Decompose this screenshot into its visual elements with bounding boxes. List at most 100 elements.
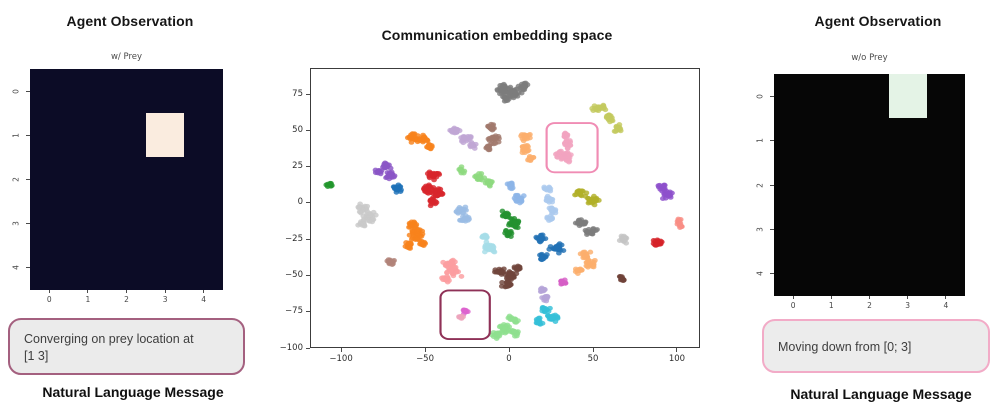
scatter-point-gray-top [518, 81, 525, 87]
scatter-point-pink-boxed [562, 154, 569, 160]
scatter-x-tick-label: 100 [668, 354, 686, 364]
scatter-point-red-big [426, 175, 433, 181]
scatter-point-magenta-boxed [463, 309, 470, 315]
scatter-point-lightgray-left [364, 203, 371, 209]
scatter-point-orange-bottom-left [403, 240, 409, 246]
left-heatmap-y-tick-label: 3 [11, 221, 21, 227]
left-heatmap-x-tick-mark [87, 290, 89, 293]
scatter-point-purple-right [666, 193, 673, 199]
scatter-point-salmon-big [451, 265, 458, 271]
scatter-point-blue-bottom [553, 245, 559, 251]
scatter-point-sandy-orange [524, 136, 531, 142]
scatter-y-tick-mark [306, 129, 310, 131]
left-heatmap-y-tick-mark [26, 179, 30, 180]
scatter-y-tick-mark [306, 238, 310, 240]
right-heatmap-x-tick-mark [792, 296, 794, 299]
scatter-y-tick-mark [306, 202, 310, 204]
scatter-point-olive [591, 193, 597, 199]
right-heatmap-x-tick-label: 3 [905, 301, 911, 310]
scatter-point-gray-top [507, 89, 513, 95]
scatter-x-tick-label: −100 [329, 354, 353, 364]
scatter-point-light-green-mid [479, 177, 486, 183]
scatter-point-red-big [423, 183, 429, 189]
scatter-point-lightgray-left [357, 221, 364, 226]
right-heatmap-y-tick-mark [770, 273, 774, 275]
right-message-box: Moving down from [0; 3] [762, 319, 990, 373]
scatter-point-salmon-big [453, 269, 460, 275]
scatter-point-lightgray-left [368, 212, 374, 218]
scatter-point-light-green-mid [487, 183, 493, 189]
scatter-point-turquoise [535, 317, 542, 323]
scatter-point-turquoise [549, 316, 556, 321]
scatter-y-tick-mark [306, 347, 310, 349]
scatter-point-salmon-big [448, 261, 454, 267]
scatter-point-green-center [511, 219, 518, 225]
scatter-point-light-green-bottom [511, 328, 518, 334]
scatter-y-tick-label: −25 [285, 233, 303, 244]
left-heatmap-x-tick-mark [203, 290, 205, 293]
scatter-point-pink-boxed [556, 149, 563, 155]
scatter-point-olive [577, 190, 584, 196]
scatter-point-green-center [511, 215, 518, 221]
right-heatmap-x-tick-mark [907, 296, 909, 299]
scatter-point-dark-brown-center [513, 266, 520, 272]
scatter-point-purple-right [660, 196, 666, 202]
scatter-x-tick-label: 0 [506, 354, 512, 364]
left-heatmap-x-tick-mark [48, 290, 50, 293]
scatter-x-tick-label: 50 [587, 354, 599, 364]
scatter-point-turquoise [545, 308, 552, 314]
right-heatmap-x-tick-mark [830, 296, 832, 299]
scatter-point-gray-top [501, 98, 508, 104]
scatter-point-purple-left [377, 171, 384, 177]
right-heatmap-x-tick-label: 2 [867, 301, 872, 310]
scatter-point-orange-bottom-left [414, 236, 421, 242]
scatter-point-light-orange-right [580, 255, 587, 261]
left-heatmap-x-tick-label: 3 [162, 295, 168, 304]
right-heatmap-y-tick-mark [770, 184, 774, 186]
left-observation-heatmap [30, 69, 223, 290]
scatter-point-sandy-orange [519, 136, 526, 142]
right-heatmap-subtitle: w/o Prey [851, 53, 888, 63]
scatter-point-lightblue-string [546, 215, 553, 221]
scatter-x-tick-mark [340, 348, 342, 352]
scatter-point-salmon-big [444, 277, 450, 283]
scatter-point-lightgray-small [622, 235, 629, 240]
scatter-x-tick-mark [592, 348, 594, 352]
scatter-point-pale-cyan [482, 233, 489, 239]
scatter-point-orange-bottom-left [417, 233, 424, 239]
scatter-point-light-orange-right [588, 259, 595, 265]
scatter-point-dark-brown-center [495, 270, 502, 275]
right-heatmap-y-tick-label: 1 [755, 138, 765, 143]
scatter-point-sandy-orange [519, 150, 526, 156]
scatter-y-tick-label: 50 [292, 124, 303, 135]
scatter-point-pink-boxed [561, 131, 568, 137]
right-heatmap-x-tick-label: 4 [943, 301, 949, 310]
scatter-point-gray-right [577, 220, 583, 226]
scatter-point-cornflower-mid [460, 217, 467, 223]
right-caption: Natural Language Message [790, 386, 972, 402]
scatter-point-brown-top [485, 123, 491, 129]
scatter-point-cornflower-mid [460, 207, 466, 213]
scatter-point-olive [585, 196, 592, 201]
scatter-point-cornflower-pair [515, 197, 522, 203]
scatter-point-light-green-mid [476, 171, 482, 176]
scatter-point-gray-top [497, 83, 504, 88]
right-heatmap-y-tick-label: 3 [755, 227, 765, 232]
scatter-point-gray-right [583, 229, 590, 235]
scatter-point-plum [465, 135, 471, 141]
right-heatmap-y-tick-mark [770, 95, 774, 97]
scatter-point-khaki-top-right [589, 106, 596, 111]
scatter-point-lightblue-string [547, 186, 554, 192]
scatter-point-blue-bottom [542, 236, 549, 242]
scatter-point-brown-top [489, 134, 495, 140]
scatter-point-dark-brown-small [620, 278, 626, 284]
scatter-point-orange-top [425, 142, 432, 148]
scatter-point-sandy-orange [527, 158, 534, 164]
scatter-point-purple-left [382, 165, 389, 171]
scatter-point-cornflower-pair [520, 193, 527, 199]
scatter-point-purple-small [537, 286, 544, 292]
scatter-point-red-big [439, 192, 445, 197]
scatter-point-purple-small [543, 298, 550, 304]
scatter-point-orange-top [420, 132, 426, 138]
scatter-point-cornflower-pair [508, 181, 514, 187]
